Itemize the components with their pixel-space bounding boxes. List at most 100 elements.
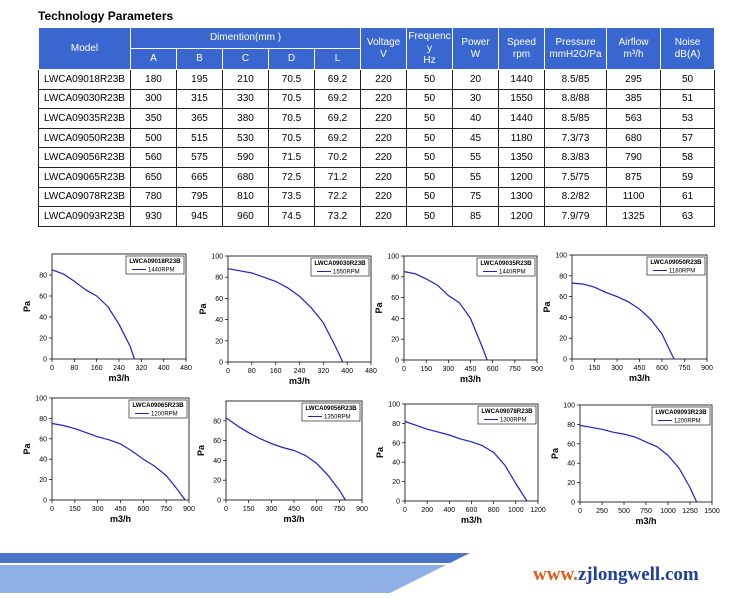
value-cell: 8.2/82 — [544, 186, 608, 208]
x-tick-label: 80 — [70, 365, 78, 372]
x-tick-label: 160 — [91, 365, 103, 372]
value-cell: 50 — [406, 166, 454, 188]
y-tick-label: 0 — [563, 357, 567, 364]
value-cell: 57 — [660, 127, 716, 149]
chart-title: LWCA09078R23B — [481, 408, 533, 415]
value-cell: 69.2 — [313, 69, 362, 90]
value-cell: 30 — [452, 88, 500, 110]
y-axis-label: Pa — [542, 301, 552, 313]
model-cell: LWCA09078R23B — [38, 186, 131, 208]
x-tick-label: 500 — [618, 508, 630, 515]
value-cell: 61 — [660, 186, 716, 208]
x-tick-label: 750 — [679, 365, 691, 372]
x-tick-label: 1000 — [508, 507, 524, 514]
value-cell: 380 — [222, 108, 269, 129]
value-cell: 315 — [176, 88, 223, 110]
value-cell: 875 — [606, 166, 662, 188]
value-cell: 7.3/73 — [544, 127, 608, 149]
legend-label: 1200RPM — [674, 419, 701, 425]
table-row: LWCA09078R23B 780 795 810 73.5 72.2 220 50 75 130… — [38, 186, 716, 208]
value-cell: 69.2 — [313, 108, 362, 129]
y-tick-label: 100 — [387, 254, 399, 261]
header-noise: Noise dB(A) — [660, 27, 716, 70]
value-cell: 780 — [130, 186, 177, 208]
value-cell: 45 — [452, 127, 500, 149]
value-cell: 220 — [360, 108, 408, 129]
y-tick-label: 80 — [39, 273, 47, 280]
x-axis-label: m3/h — [461, 515, 482, 525]
value-cell: 1200 — [498, 166, 546, 188]
y-axis-label: Pa — [374, 302, 384, 314]
y-tick-label: 20 — [391, 337, 399, 344]
x-axis-label: m3/h — [289, 376, 310, 386]
value-cell: 75 — [452, 186, 500, 208]
value-cell: 1180 — [498, 127, 546, 149]
y-tick-label: 100 — [388, 402, 400, 409]
value-cell: 295 — [606, 69, 662, 90]
y-tick-label: 20 — [559, 336, 567, 343]
y-tick-label: 100 — [555, 253, 567, 260]
x-tick-label: 300 — [611, 365, 623, 372]
header-airflow: Airflow m³/h — [606, 27, 662, 70]
y-tick-label: 0 — [219, 360, 223, 367]
website-url[interactable]: www.zjlongwell.com — [533, 564, 699, 585]
footer-stripe — [0, 553, 470, 563]
x-tick-label: 160 — [270, 368, 282, 375]
y-tick-label: 80 — [567, 422, 575, 429]
legend-label: 1350RPM — [324, 415, 351, 421]
x-tick-label: 80 — [248, 368, 256, 375]
chart-title: LWCA09065R23B — [132, 402, 184, 409]
series-line — [227, 268, 344, 363]
table-row: LWCA09050R23B 500 515 530 70.5 69.2 220 50 45 118… — [38, 127, 716, 149]
value-cell: 385 — [606, 88, 662, 110]
value-cell: 7.9/79 — [544, 206, 608, 227]
x-tick-label: 150 — [243, 506, 255, 513]
x-tick-label: 1500 — [704, 508, 720, 515]
x-axis-label: m3/h — [635, 516, 656, 526]
y-tick-label: 40 — [39, 457, 47, 464]
value-cell: 590 — [222, 147, 269, 168]
x-tick-label: 600 — [311, 506, 323, 513]
x-tick-label: 240 — [294, 368, 306, 375]
value-cell: 790 — [606, 147, 662, 168]
value-cell: 58 — [660, 147, 716, 168]
y-tick-label: 100 — [211, 254, 223, 261]
value-cell: 70.2 — [313, 147, 362, 168]
model-cell: LWCA09035R23B — [38, 108, 131, 129]
value-cell: 1200 — [498, 206, 546, 227]
chart-LWCA09030R23B: 0 80 160 240 320 400 480 0 20 40 60 80 100 m3/h Pa LWCA… — [198, 254, 377, 387]
model-cell: LWCA09093R23B — [38, 206, 131, 227]
y-tick-label: 80 — [39, 416, 47, 423]
value-cell: 1300 — [498, 186, 546, 208]
y-tick-label: 80 — [392, 421, 400, 428]
x-axis-label: m3/h — [283, 514, 304, 524]
table-row: LWCA09035R23B 350 365 380 70.5 69.2 220 50 40 144… — [38, 108, 716, 129]
x-tick-label: 0 — [50, 365, 54, 372]
chart-LWCA09050R23B: 0 150 300 450 600 750 900 0 20 40 60 80 100 m3/h Pa LWC… — [542, 253, 713, 384]
table-row: LWCA09093R23B 930 945 960 74.5 73.2 220 50 85 120… — [38, 206, 716, 227]
legend-label: 1440RPM — [148, 268, 175, 274]
value-cell: 220 — [360, 186, 408, 208]
value-cell: 53 — [660, 108, 716, 129]
legend-label: 1440RPM — [499, 270, 526, 276]
y-axis-label: Pa — [375, 446, 385, 458]
y-tick-label: 0 — [396, 499, 400, 506]
x-tick-label: 1250 — [682, 508, 698, 515]
legend-label: 1200RPM — [151, 412, 178, 418]
value-cell: 180 — [130, 69, 177, 90]
header-pressure: Pressure mmH2O/Pa — [544, 27, 608, 70]
value-cell: 1440 — [498, 108, 546, 129]
x-tick-label: 300 — [265, 506, 277, 513]
x-tick-label: 0 — [226, 368, 230, 375]
x-tick-label: 600 — [466, 507, 478, 514]
x-tick-label: 1200 — [530, 507, 546, 514]
y-tick-label: 0 — [43, 357, 47, 364]
chart-LWCA09056R23B: 0 150 300 450 600 750 900 0 20 40 60 80 m3/h Pa LWCA09… — [196, 400, 368, 524]
y-tick-label: 100 — [563, 403, 575, 410]
x-tick-label: 1000 — [660, 508, 676, 515]
y-tick-label: 40 — [215, 317, 223, 324]
header-speed: Speed rpm — [498, 27, 546, 70]
chart-title: LWCA09056R23B — [305, 405, 357, 412]
header-dim-b: B — [176, 48, 223, 70]
header-dim-l: L — [313, 48, 362, 70]
